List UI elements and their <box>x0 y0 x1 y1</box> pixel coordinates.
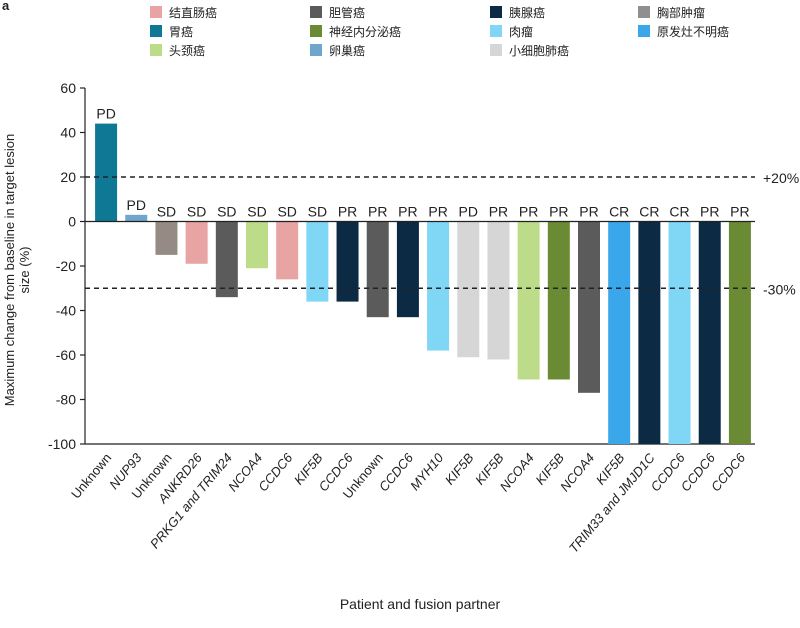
legend-label: 神经内分泌癌 <box>329 24 402 39</box>
x-axis-title: Patient and fusion partner <box>340 596 501 612</box>
bar <box>547 221 570 380</box>
legend-item: 神经内分泌癌 <box>310 23 401 39</box>
y-tick-label: 20 <box>60 169 76 185</box>
y-tick-label: -60 <box>56 347 76 363</box>
legend-item: 结直肠癌 <box>150 4 217 20</box>
response-label: PR <box>368 204 387 220</box>
bar <box>155 221 178 255</box>
legend-swatch <box>150 6 162 18</box>
bar <box>578 221 600 393</box>
legend-label: 小细胞肺癌 <box>509 43 570 58</box>
bar <box>608 221 631 444</box>
bar <box>336 221 359 302</box>
legend-item: 肉瘤 <box>490 23 533 39</box>
legend-item: 胆管癌 <box>310 4 365 20</box>
reference-line-label: -30% <box>763 281 796 297</box>
response-label: PR <box>519 204 538 220</box>
x-tick-label: MYH10 <box>407 450 447 493</box>
response-label: PR <box>398 204 417 220</box>
response-label: PD <box>96 106 115 122</box>
legend-item: 头颈癌 <box>150 42 205 58</box>
bar <box>306 221 329 302</box>
legend-item: 原发灶不明癌 <box>638 23 729 39</box>
response-label: SD <box>277 204 296 220</box>
bar <box>517 221 540 380</box>
legend-swatch <box>638 6 650 18</box>
y-tick-label: 40 <box>60 125 76 141</box>
x-tick-label: CCDC6 <box>708 450 749 495</box>
bar <box>638 221 661 444</box>
y-tick-label: 0 <box>68 214 76 230</box>
response-label: PR <box>579 204 598 220</box>
response-label: PD <box>127 197 146 213</box>
legend-swatch <box>310 6 322 18</box>
bar <box>276 221 299 280</box>
bar <box>366 221 389 318</box>
response-label: SD <box>187 204 206 220</box>
x-tick-label: KIF5B <box>442 450 477 488</box>
response-label: SD <box>157 204 176 220</box>
response-label: PD <box>459 204 478 220</box>
legend-label: 肉瘤 <box>509 24 534 39</box>
bar <box>698 221 721 444</box>
y-tick-label: 60 <box>60 80 76 96</box>
bar <box>396 221 419 318</box>
legend-swatch <box>150 25 162 37</box>
legend-swatch <box>310 25 322 37</box>
bar <box>185 221 208 264</box>
response-label: PR <box>338 204 357 220</box>
legend-label: 胸部肿瘤 <box>657 5 706 20</box>
bar <box>668 221 691 444</box>
response-label: PR <box>489 204 508 220</box>
legend-item: 胸部肿瘤 <box>638 4 705 20</box>
response-label: SD <box>308 204 327 220</box>
response-label: SD <box>217 204 236 220</box>
response-label: CR <box>639 204 659 220</box>
x-tick-label: CCDC6 <box>255 450 296 495</box>
response-label: PR <box>730 204 749 220</box>
legend-label: 胆管癌 <box>329 5 366 20</box>
legend-label: 胃癌 <box>169 24 194 39</box>
y-axis-title: Maximum change from baseline in target l… <box>2 134 32 406</box>
legend-swatch <box>150 44 162 56</box>
x-tick-label: Unknown <box>68 450 114 501</box>
legend-label: 卵巢癌 <box>329 43 366 58</box>
bar <box>215 221 238 298</box>
legend-item: 胃癌 <box>150 23 193 39</box>
panel-label: a <box>2 0 10 13</box>
response-label: PR <box>700 204 719 220</box>
bar <box>487 221 510 360</box>
legend: 结直肠癌 胆管癌 胰腺癌 胸部肿瘤胃癌 神经内分泌癌 肉瘤 原发灶不明癌头颈癌 卵巢癌 小细胞肺… <box>150 4 770 60</box>
legend-label: 结直肠癌 <box>169 5 218 20</box>
legend-item: 胰腺癌 <box>490 4 545 20</box>
y-tick-label: -80 <box>56 392 76 408</box>
bar <box>246 221 268 269</box>
bar <box>728 221 751 444</box>
response-label: CR <box>669 204 689 220</box>
legend-label: 胰腺癌 <box>509 5 546 20</box>
bar <box>427 221 450 351</box>
y-tick-label: -100 <box>48 436 76 452</box>
legend-swatch <box>490 25 502 37</box>
response-label: CR <box>609 204 629 220</box>
reference-line-label: +20% <box>763 170 799 186</box>
legend-swatch <box>490 6 502 18</box>
legend-swatch <box>490 44 502 56</box>
y-tick-label: -20 <box>56 258 76 274</box>
bar <box>125 214 148 222</box>
legend-swatch <box>638 25 650 37</box>
y-tick-label: -40 <box>56 303 76 319</box>
legend-item: 小细胞肺癌 <box>490 42 569 58</box>
legend-item: 卵巢癌 <box>310 42 365 58</box>
response-label: PR <box>549 204 568 220</box>
bar <box>95 123 118 222</box>
response-label: SD <box>247 204 266 220</box>
bar <box>457 221 480 358</box>
response-label: PR <box>428 204 447 220</box>
legend-label: 头颈癌 <box>169 43 206 58</box>
legend-label: 原发灶不明癌 <box>657 24 730 39</box>
legend-swatch <box>310 44 322 56</box>
